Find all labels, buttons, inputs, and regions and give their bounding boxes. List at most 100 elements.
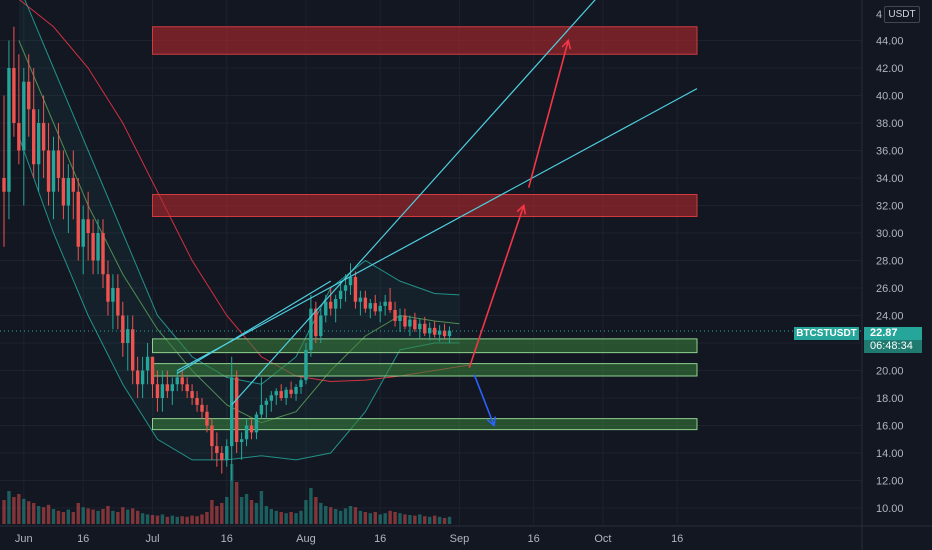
candle-body <box>96 233 100 261</box>
band-fill <box>18 0 460 460</box>
candle-body <box>373 303 377 312</box>
candle-body <box>71 178 75 192</box>
candle-body <box>41 123 46 151</box>
y-tick-label: 30.00 <box>876 228 904 240</box>
x-tick-label: 16 <box>221 533 233 545</box>
volume-bar <box>274 510 278 524</box>
candle-body <box>185 384 189 392</box>
volume-bar <box>368 513 372 524</box>
volume-bar <box>210 500 214 524</box>
volume-bar <box>353 507 358 524</box>
volume-bar <box>333 509 338 524</box>
volume-bar <box>378 514 382 524</box>
candle-body <box>403 315 407 327</box>
symbol-label: BTCSTUSDT <box>794 327 859 340</box>
candle-body <box>279 391 283 398</box>
candle-body <box>324 301 328 316</box>
volume-bar <box>428 516 432 524</box>
volume-bar <box>32 503 36 524</box>
candle-body <box>383 301 387 306</box>
candle-body <box>428 327 432 334</box>
volume-bar <box>135 510 140 524</box>
y-tick-label: 10.00 <box>876 503 904 515</box>
candle-body <box>398 315 402 321</box>
volume-bar <box>190 515 194 524</box>
candle-body <box>442 330 447 337</box>
candle-body <box>7 68 11 192</box>
moving-average-line <box>18 0 470 383</box>
y-tick-label: 26.00 <box>876 283 904 295</box>
candle-body <box>46 150 51 192</box>
candle-body <box>254 414 259 433</box>
volume-bar <box>155 515 160 524</box>
candle-body <box>210 425 214 447</box>
candle-body <box>393 310 397 321</box>
volume-bar <box>66 509 71 524</box>
volume-bar <box>259 491 264 524</box>
candle-body <box>309 308 313 350</box>
candle-body <box>333 299 338 309</box>
projection-arrows <box>468 38 572 428</box>
projection-arrow-head <box>561 38 572 50</box>
candle-body <box>294 387 298 394</box>
y-tick-label: 32.00 <box>876 201 904 213</box>
volume-bar <box>140 513 145 524</box>
volume-bar <box>358 510 363 524</box>
y-tick-label: 38.00 <box>876 118 904 130</box>
candle-body <box>348 277 353 286</box>
volume-bar <box>131 508 135 524</box>
candle-body <box>61 178 66 206</box>
volume-bar <box>56 510 61 524</box>
volume-bar <box>215 506 219 524</box>
candle-body <box>338 290 343 299</box>
volume-bar <box>7 491 11 524</box>
projection-arrow-head <box>486 416 496 428</box>
candle-body <box>239 439 244 442</box>
volume-bar <box>309 488 313 524</box>
price-zones <box>152 26 698 431</box>
volume-bar <box>269 509 273 524</box>
candle-body <box>51 150 56 192</box>
candle-body <box>106 274 110 302</box>
resistance-zone <box>152 194 698 217</box>
trendline <box>176 280 332 374</box>
candle-body <box>12 68 16 123</box>
candle-body <box>363 297 368 309</box>
candle-body <box>353 277 358 302</box>
y-tick-label: 40.00 <box>876 91 904 103</box>
y-tick-label: 12.00 <box>876 476 904 488</box>
y-tick-label: 24.00 <box>876 311 904 323</box>
candle-body <box>165 384 170 392</box>
candle-body <box>413 319 417 330</box>
candle-body <box>121 315 125 343</box>
currency-badge[interactable]: USDT <box>884 6 920 23</box>
volume-bar <box>324 506 328 524</box>
volume-bar <box>249 500 254 524</box>
x-tick-label: Aug <box>296 533 316 545</box>
y-tick-label: 44.00 <box>876 36 904 48</box>
volume-bar <box>437 516 442 524</box>
volume-bar <box>36 506 41 524</box>
candle-body <box>86 219 90 233</box>
candle-body <box>101 233 105 275</box>
volume-bar <box>314 497 318 524</box>
support-zone <box>152 418 698 431</box>
candle-body <box>304 349 308 381</box>
y-tick-label: 36.00 <box>876 146 904 158</box>
volume-bar <box>220 503 224 524</box>
volume-bar <box>12 497 16 524</box>
candle-body <box>66 178 71 206</box>
volume-bar <box>418 514 422 524</box>
y-tick-label: 16.00 <box>876 421 904 433</box>
volume-bar <box>239 497 244 524</box>
x-tick-label: Jun <box>15 533 33 545</box>
volume-bar <box>46 504 51 524</box>
candle-body <box>274 391 278 396</box>
y-tick-label: 28.00 <box>876 256 904 268</box>
x-tick-label: Jul <box>145 533 159 545</box>
candle-body <box>432 327 437 335</box>
volume-bar <box>299 510 303 524</box>
volume-bar <box>61 512 66 524</box>
